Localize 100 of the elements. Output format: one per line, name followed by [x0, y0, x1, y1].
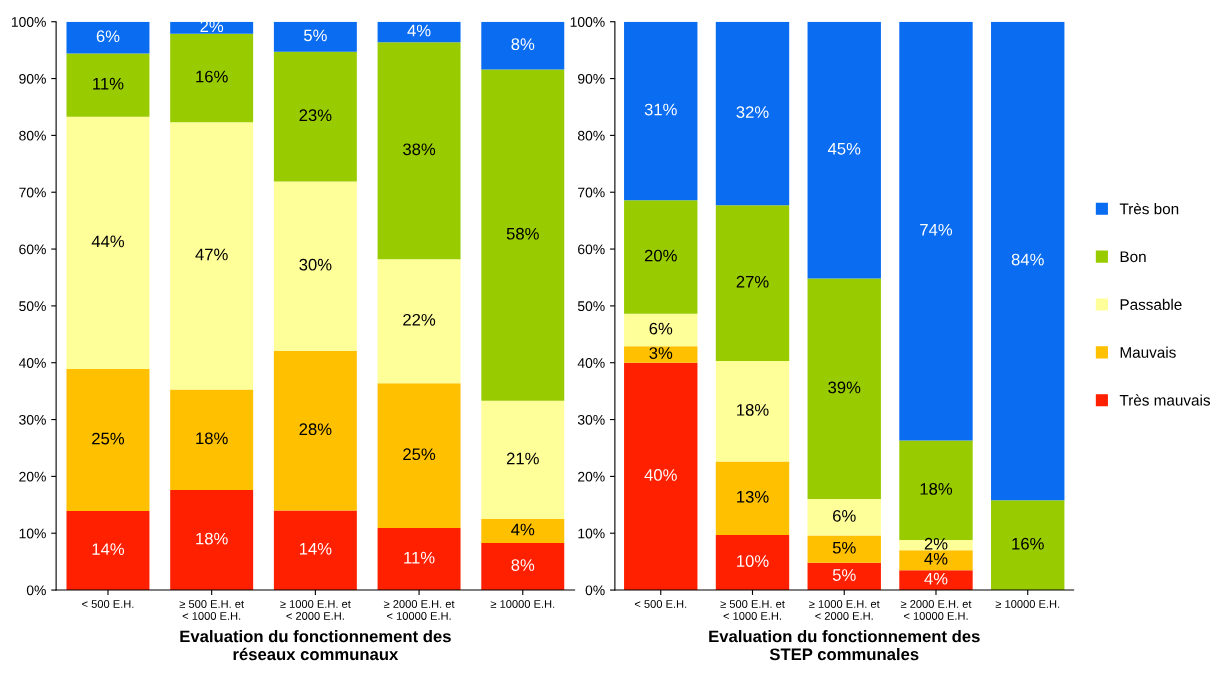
bar: [899, 550, 973, 571]
x-tick-label: ≥ 500 E.H. et < 1000 E.H.: [179, 600, 244, 620]
data-label: 39%: [828, 381, 861, 394]
text: Evaluation du fonctionnement des réseaux communaux: [180, 630, 451, 661]
y-tick-label: 80%: [577, 130, 605, 141]
bar: [481, 400, 565, 520]
data-label: 4%: [511, 523, 535, 536]
legend-label: Très mauvais: [1119, 394, 1211, 406]
x-tick-label: ≥ 1000 E.H. et < 2000 E.H.: [280, 600, 351, 620]
data-label: 23%: [299, 109, 332, 122]
bar: [377, 528, 461, 591]
bar: [66, 53, 150, 117]
data-label: 40%: [644, 469, 677, 481]
data-label: 4%: [924, 572, 948, 585]
bar: [807, 535, 881, 563]
data-label: 4%: [407, 24, 431, 37]
y-tick-label: 60%: [578, 244, 605, 255]
x-tick-label: ≥ 2000 E.H. et < 10000 E.H.: [383, 600, 455, 620]
y-tick-label: 0%: [26, 585, 46, 596]
data-label: 2%: [924, 537, 948, 550]
data-label: 25%: [403, 448, 436, 461]
bar: [715, 205, 790, 362]
bar: [715, 534, 790, 591]
y-tick-label: 20%: [578, 471, 605, 482]
bar: [66, 511, 150, 591]
data-label: 84%: [1011, 253, 1044, 266]
bar: [273, 181, 357, 351]
legend-label: Bon: [1120, 251, 1146, 263]
bar: [273, 51, 357, 182]
bar: [807, 278, 881, 500]
legend-label: Très bon: [1119, 202, 1179, 215]
x-tick-label: < 500 E.H.: [634, 600, 687, 608]
data-label: 22%: [403, 313, 436, 326]
data-label: 18%: [920, 482, 953, 495]
y-tick-label: 0%: [585, 585, 605, 596]
data-label: 10%: [737, 555, 769, 567]
data-label: 20%: [644, 249, 677, 262]
data-label: 44%: [91, 235, 125, 248]
y-tick-label: 100%: [570, 17, 605, 27]
y-tick-label: 40%: [577, 358, 605, 368]
bar: [715, 21, 790, 206]
data-label: 6%: [649, 322, 673, 335]
x-tick-label: ≥ 1000 E.H. et < 2000 E.H.: [809, 600, 880, 620]
data-label: 5%: [832, 569, 856, 581]
y-tick-label: 70%: [19, 187, 46, 198]
bar: [66, 21, 150, 54]
bar: [273, 510, 357, 591]
bar: [807, 21, 881, 279]
data-label: 14%: [92, 543, 125, 555]
data-label: 8%: [511, 38, 535, 51]
bar: [377, 383, 461, 529]
y-tick-label: 70%: [578, 187, 605, 198]
bar: [624, 200, 698, 314]
data-label: 31%: [644, 103, 677, 116]
bar: [807, 499, 881, 536]
bar: [715, 361, 790, 462]
data-label: 2%: [200, 20, 224, 33]
data-label: 58%: [506, 227, 539, 240]
data-label: 74%: [920, 223, 953, 236]
bar: [170, 21, 254, 34]
data-label: 6%: [833, 509, 856, 522]
data-label: 45%: [827, 142, 861, 155]
bar: [481, 69, 565, 401]
bar: [624, 346, 698, 363]
data-label: 32%: [736, 106, 769, 118]
bar: [481, 519, 565, 543]
y-tick-label: 90%: [19, 73, 46, 84]
y-tick-label: 40%: [18, 358, 46, 368]
data-label: 18%: [196, 432, 228, 445]
y-tick-label: 30%: [19, 414, 46, 425]
bar: [170, 490, 254, 591]
bar: [377, 259, 461, 384]
data-label: 5%: [303, 29, 327, 42]
bar: [273, 21, 357, 52]
bar: [624, 21, 698, 201]
data-label: 5%: [832, 541, 856, 554]
data-label: 25%: [92, 432, 125, 445]
y-tick-label: 20%: [19, 471, 46, 482]
bar: [170, 389, 254, 491]
x-tick-label: ≥ 10000 E.H.: [490, 600, 555, 608]
data-label: 16%: [1012, 537, 1044, 550]
y-tick-label: 30%: [577, 414, 605, 425]
y-tick-label: 50%: [19, 301, 46, 312]
bar: [66, 116, 150, 369]
bar: [377, 42, 461, 260]
data-label: 21%: [506, 452, 539, 465]
data-label: 38%: [403, 143, 436, 156]
bar: [66, 368, 150, 512]
x-tick-label: ≥ 500 E.H. et < 1000 E.H.: [720, 600, 785, 620]
bar: [377, 21, 461, 43]
data-label: 30%: [299, 258, 332, 271]
data-label: 13%: [737, 490, 769, 503]
bar: [273, 350, 357, 511]
y-tick-label: 50%: [577, 301, 605, 312]
bar: [481, 542, 565, 591]
bar: [170, 33, 254, 123]
data-label: 6%: [96, 30, 120, 43]
y-tick-label: 10%: [578, 528, 605, 539]
legend-label: Passable: [1120, 298, 1182, 310]
text: Evaluation du fonctionnement des STEP communales: [709, 630, 980, 661]
